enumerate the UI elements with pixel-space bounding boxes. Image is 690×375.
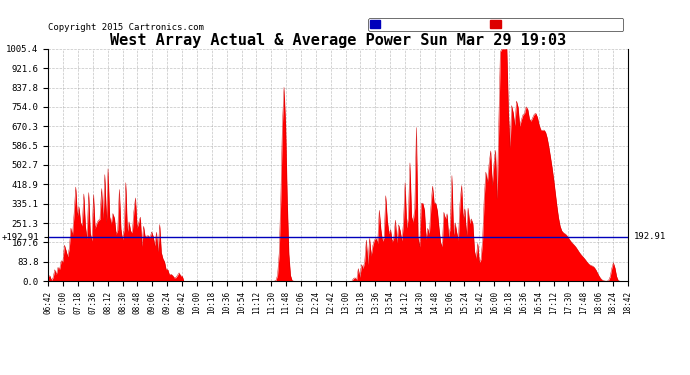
Title: West Array Actual & Average Power Sun Mar 29 19:03: West Array Actual & Average Power Sun Ma… — [110, 33, 566, 48]
Text: Copyright 2015 Cartronics.com: Copyright 2015 Cartronics.com — [48, 24, 204, 33]
Text: 192.91: 192.91 — [633, 232, 666, 241]
Legend: Average  (DC Watts), West Array  (DC Watts): Average (DC Watts), West Array (DC Watts… — [368, 18, 623, 31]
